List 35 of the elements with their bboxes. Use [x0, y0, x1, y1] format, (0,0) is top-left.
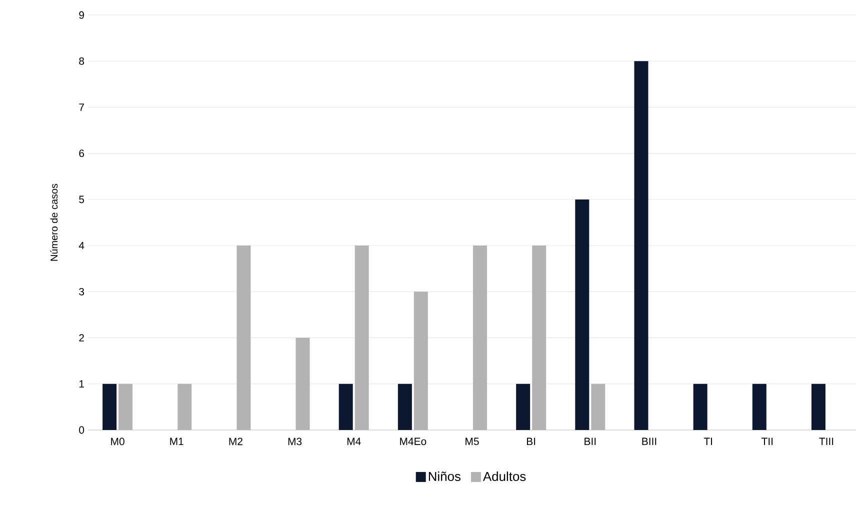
y-tick-label: 3: [79, 288, 84, 296]
legend-label: Adultos: [482, 472, 526, 482]
bar: [575, 199, 590, 430]
x-tick-label: M1: [170, 438, 184, 445]
y-tick-label: 0: [79, 426, 84, 434]
y-tick-label: 1: [79, 380, 84, 388]
x-tick-label: M5: [466, 438, 479, 446]
y-tick-label: 9: [79, 11, 84, 19]
bar: [398, 384, 412, 430]
bar: [752, 384, 766, 430]
x-tick-label: TII: [762, 438, 773, 445]
legend-label: Niños: [428, 472, 460, 482]
y-axis-title: Número de casos: [50, 184, 58, 261]
y-tick-label: 4: [78, 242, 84, 250]
x-tick-label: M3: [288, 438, 302, 446]
x-tick-label: TIII: [819, 438, 834, 445]
x-tick-label: M2: [229, 438, 242, 446]
y-tick-label: 6: [79, 150, 84, 158]
bar: [102, 384, 117, 430]
bar: [693, 384, 708, 430]
y-tick-label: 7: [79, 104, 84, 111]
bar: [811, 384, 826, 430]
y-tick-label: 5: [79, 196, 84, 204]
x-tick-label: M4: [347, 438, 361, 445]
x-tick-label: M4Eo: [400, 438, 426, 446]
x-tick-label: BIII: [642, 438, 656, 445]
y-tick-label: 2: [79, 334, 84, 342]
x-tick-label: M0: [111, 438, 124, 446]
x-tick-label: BI: [527, 438, 536, 445]
y-tick-label: 8: [79, 57, 84, 65]
bar: [338, 384, 353, 430]
bar: [516, 384, 530, 430]
x-tick-label: BII: [584, 438, 596, 445]
bar: [634, 61, 648, 430]
x-tick-label: TI: [704, 438, 712, 445]
